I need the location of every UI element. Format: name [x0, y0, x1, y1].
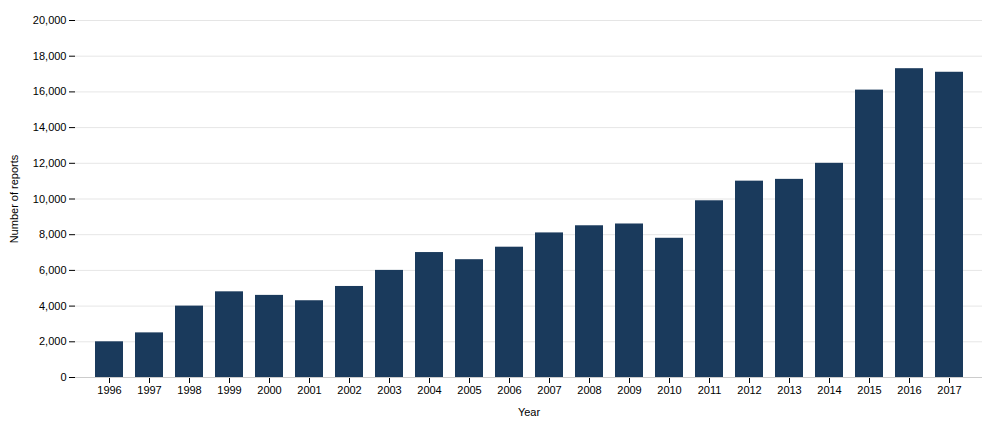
- svg-text:2017: 2017: [937, 384, 961, 396]
- svg-text:2001: 2001: [297, 384, 321, 396]
- svg-text:16,000: 16,000: [33, 85, 67, 97]
- svg-text:2007: 2007: [537, 384, 561, 396]
- svg-text:4,000: 4,000: [39, 300, 67, 312]
- svg-text:1998: 1998: [177, 384, 201, 396]
- svg-text:2009: 2009: [617, 384, 641, 396]
- svg-text:2015: 2015: [857, 384, 881, 396]
- svg-text:Number of reports: Number of reports: [8, 154, 20, 243]
- svg-text:0: 0: [60, 371, 66, 383]
- svg-text:2016: 2016: [897, 384, 921, 396]
- svg-text:18,000: 18,000: [33, 50, 67, 62]
- svg-text:1997: 1997: [137, 384, 161, 396]
- svg-text:1996: 1996: [97, 384, 121, 396]
- svg-text:2006: 2006: [497, 384, 521, 396]
- svg-text:20,000: 20,000: [33, 14, 67, 26]
- svg-text:2011: 2011: [698, 384, 722, 396]
- svg-text:2005: 2005: [457, 384, 481, 396]
- svg-text:14,000: 14,000: [33, 121, 67, 133]
- svg-text:2012: 2012: [737, 384, 761, 396]
- svg-text:8,000: 8,000: [39, 228, 67, 240]
- svg-text:2004: 2004: [417, 384, 441, 396]
- svg-text:1999: 1999: [217, 384, 241, 396]
- svg-text:2014: 2014: [817, 384, 841, 396]
- svg-text:10,000: 10,000: [33, 193, 67, 205]
- svg-text:6,000: 6,000: [39, 264, 67, 276]
- svg-text:2,000: 2,000: [39, 335, 67, 347]
- svg-text:12,000: 12,000: [33, 157, 67, 169]
- svg-text:2013: 2013: [777, 384, 801, 396]
- svg-text:2003: 2003: [377, 384, 401, 396]
- svg-text:2008: 2008: [577, 384, 601, 396]
- svg-text:Year: Year: [518, 406, 541, 418]
- svg-text:2010: 2010: [657, 384, 681, 396]
- svg-text:2002: 2002: [337, 384, 361, 396]
- svg-text:2000: 2000: [257, 384, 281, 396]
